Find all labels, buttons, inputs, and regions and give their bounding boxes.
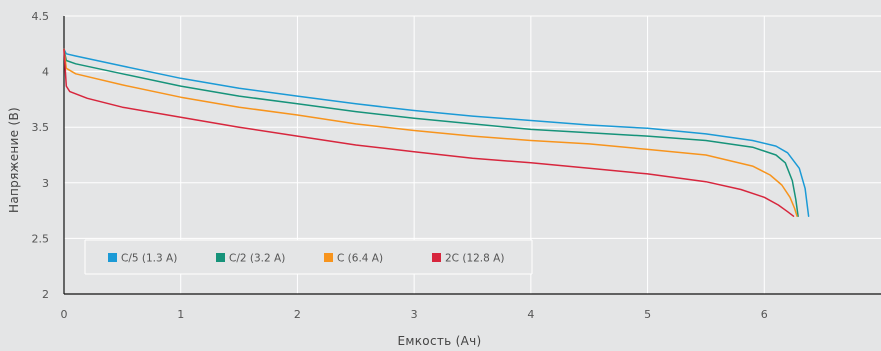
y-tick-label: 2.5 bbox=[32, 232, 50, 245]
legend-swatch bbox=[432, 253, 441, 262]
x-tick-label: 1 bbox=[177, 308, 184, 321]
x-axis-title: Емкость (Ач) bbox=[398, 334, 482, 348]
legend: C/5 (1.3 A) C/2 (3.2 A) C (6.4 A) 2C (12.8 … bbox=[84, 239, 533, 275]
legend-label: 2C (12.8 A) bbox=[445, 253, 504, 265]
x-tick-label: 4 bbox=[527, 308, 534, 321]
series-line-2 bbox=[63, 48, 799, 217]
legend-swatch bbox=[324, 253, 333, 262]
series-line-3 bbox=[63, 48, 798, 217]
series-line-1 bbox=[63, 48, 810, 217]
legend-box bbox=[85, 240, 532, 274]
x-tick-label: 0 bbox=[61, 308, 68, 321]
y-tick-label: 4 bbox=[42, 66, 49, 79]
legend-label: C/2 (3.2 A) bbox=[229, 253, 285, 265]
y-axis-title: Напряжение (В) bbox=[7, 107, 21, 213]
legend-swatch bbox=[108, 253, 117, 262]
y-tick-label: 3.5 bbox=[32, 121, 50, 134]
x-tick-label: 3 bbox=[411, 308, 418, 321]
y-tick-label: 4.5 bbox=[32, 10, 50, 23]
x-tick-label: 2 bbox=[294, 308, 301, 321]
x-tick-label: 5 bbox=[644, 308, 651, 321]
series-line-4 bbox=[63, 48, 795, 217]
legend-label: C/5 (1.3 A) bbox=[121, 253, 177, 265]
legend-label: C (6.4 A) bbox=[337, 253, 383, 265]
legend-swatch bbox=[216, 253, 225, 262]
x-tick-label: 6 bbox=[761, 308, 768, 321]
y-tick-label: 2 bbox=[42, 288, 49, 301]
y-tick-label: 3 bbox=[42, 177, 49, 190]
